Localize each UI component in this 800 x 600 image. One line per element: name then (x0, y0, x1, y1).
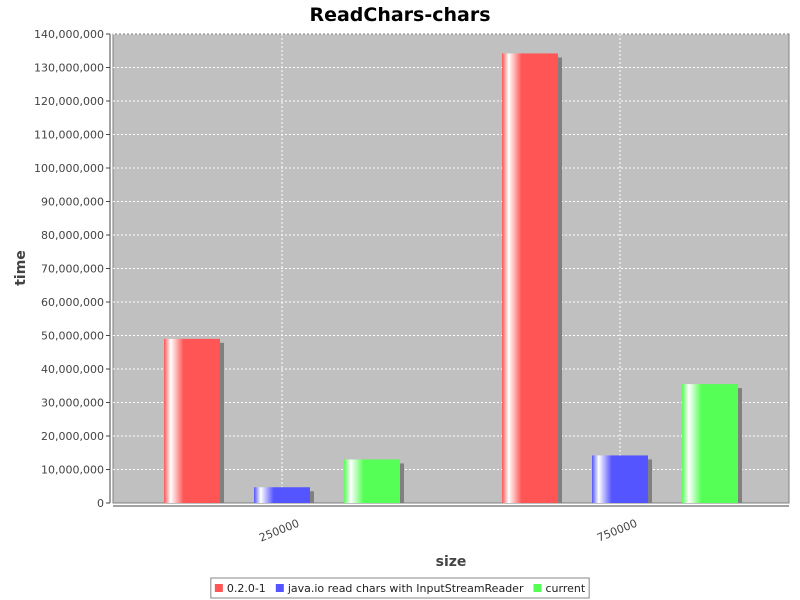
legend-label: java.io read chars with InputStreamReade… (287, 582, 524, 595)
y-tick-label: 140,000,000 (34, 28, 104, 41)
bars (164, 53, 742, 504)
y-tick-label: 110,000,000 (34, 129, 104, 142)
bar (344, 459, 400, 503)
y-tick-label: 130,000,000 (34, 62, 104, 75)
y-tick-label: 60,000,000 (41, 296, 104, 309)
bar (164, 338, 220, 503)
legend-label: current (545, 582, 585, 595)
legend-swatch (533, 584, 542, 592)
x-axis-label: size (436, 554, 467, 570)
grid-lines (113, 33, 789, 503)
bar (254, 487, 310, 503)
y-tick-label: 70,000,000 (41, 263, 104, 276)
y-tick-label: 0 (97, 497, 104, 510)
legend-label: 0.2.0-1 (227, 582, 266, 595)
y-tick-label: 40,000,000 (41, 363, 104, 376)
y-tick-label: 90,000,000 (41, 196, 104, 209)
y-tick-label: 10,000,000 (41, 464, 104, 477)
y-tick-label: 80,000,000 (41, 229, 104, 242)
legend-box (210, 577, 590, 599)
y-tick-label: 120,000,000 (34, 95, 104, 108)
chart-title: ReadChars-chars (309, 4, 490, 26)
y-axis: 0 10,000,000 20,000,000 30,000,000 40,000,00… (34, 28, 110, 510)
legend-swatch (214, 584, 223, 592)
y-tick-label: 20,000,000 (41, 430, 104, 443)
y-axis-label: time (13, 250, 29, 286)
y-tick-label: 100,000,000 (34, 162, 104, 175)
bar (592, 455, 648, 503)
y-tick-label: 30,000,000 (41, 397, 104, 410)
legend: 0.2.0-1 java.io read chars with InputStre… (210, 577, 590, 599)
x-axis: 250000 750000 (257, 517, 639, 545)
bar (682, 384, 738, 503)
x-tick-label: 250000 (257, 517, 301, 545)
y-tick-label: 50,000,000 (41, 330, 104, 343)
x-tick-label: 750000 (595, 517, 639, 545)
legend-swatch (275, 584, 284, 592)
bar (502, 53, 558, 504)
